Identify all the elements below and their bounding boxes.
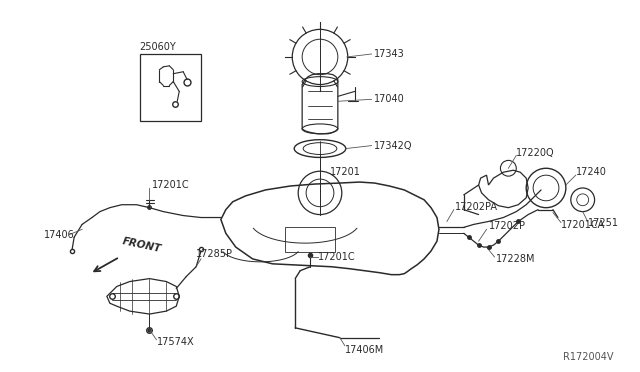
Text: 25060Y: 25060Y xyxy=(140,42,177,52)
Text: FRONT: FRONT xyxy=(122,236,163,254)
Text: 17343: 17343 xyxy=(374,49,404,59)
Text: 17201CA: 17201CA xyxy=(561,220,605,230)
Text: 17574X: 17574X xyxy=(157,337,195,347)
Text: 17228M: 17228M xyxy=(495,254,535,264)
Text: R172004V: R172004V xyxy=(563,352,613,362)
Text: 17251: 17251 xyxy=(588,218,619,228)
Text: 17201C: 17201C xyxy=(318,252,356,262)
Bar xyxy=(140,54,201,121)
Text: 17240: 17240 xyxy=(576,167,607,177)
Text: 17406: 17406 xyxy=(44,230,75,240)
Text: 17285P: 17285P xyxy=(196,249,233,259)
Text: 17040: 17040 xyxy=(374,94,404,104)
Text: 17202PA: 17202PA xyxy=(455,202,498,212)
Text: 17406M: 17406M xyxy=(345,344,384,355)
Text: 17201C: 17201C xyxy=(152,180,189,190)
Text: 17202P: 17202P xyxy=(488,221,525,231)
Text: 17220Q: 17220Q xyxy=(516,148,555,157)
Bar xyxy=(285,227,335,252)
Text: 17201: 17201 xyxy=(330,167,361,177)
Text: 17342Q: 17342Q xyxy=(374,141,412,151)
